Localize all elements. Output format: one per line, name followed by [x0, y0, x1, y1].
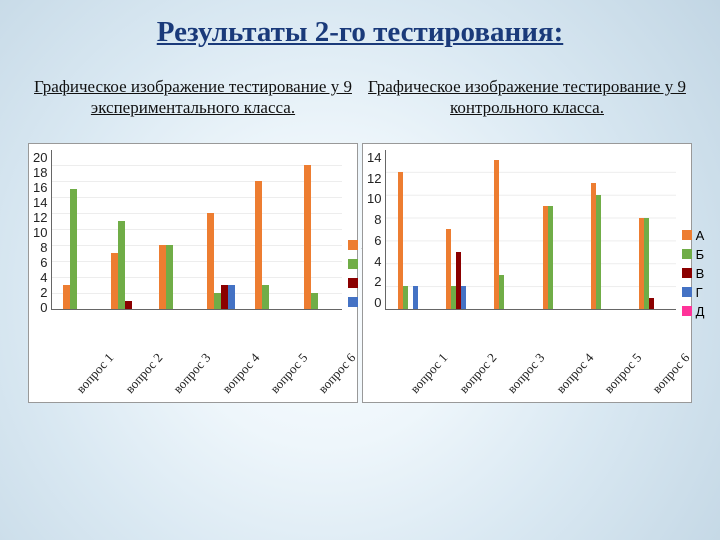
ytick: 0	[40, 300, 47, 315]
bar-group	[437, 229, 481, 309]
ytick: 6	[374, 233, 381, 248]
ytick: 6	[40, 255, 47, 270]
bar-group	[581, 183, 625, 309]
chart-left-xlabels: вопрос 1вопрос 2вопрос 3вопрос 4вопрос 5…	[51, 310, 341, 386]
legend-item: В	[682, 266, 705, 281]
ytick: 12	[367, 171, 381, 186]
ytick: 16	[33, 180, 47, 195]
legend-item: Д	[682, 304, 705, 319]
bar	[63, 285, 70, 309]
bar-group	[485, 160, 529, 309]
bar-group	[629, 218, 673, 309]
bar	[413, 286, 418, 309]
ytick: 4	[374, 254, 381, 269]
legend-swatch	[348, 297, 358, 307]
ytick: 8	[374, 212, 381, 227]
bar	[166, 245, 173, 309]
bar	[262, 285, 269, 309]
chart-right-frame: 14 12 10 8 6 4 2 0 вопрос 1вопрос 2вопрос 3вопр…	[362, 143, 692, 403]
legend-swatch	[348, 278, 358, 288]
legend-item: Г	[682, 285, 705, 300]
chart-left-yaxis: 20181614121086420	[33, 150, 51, 310]
bar	[255, 181, 262, 309]
bar	[499, 275, 504, 309]
bar-group	[247, 181, 291, 309]
page-title: Результаты 2-го тестирования:	[0, 0, 720, 49]
ytick: 20	[33, 150, 47, 165]
ytick: 14	[367, 150, 381, 165]
charts-row: Графическое изображение тестирование у 9…	[0, 61, 720, 403]
bar-group	[54, 189, 98, 309]
bar	[649, 298, 654, 309]
legend-label: Г	[696, 285, 703, 300]
bar-group	[151, 245, 195, 309]
legend-swatch	[682, 230, 692, 240]
legend-swatch	[348, 259, 358, 269]
bar	[461, 286, 466, 309]
bar	[228, 285, 235, 309]
legend-swatch	[682, 287, 692, 297]
chart-right-yaxis: 14 12 10 8 6 4 2 0	[367, 150, 385, 310]
bar-group	[199, 213, 243, 309]
chart-left-subtitle: Графическое изображение тестирование у 9…	[28, 61, 358, 133]
chart-right-plot	[385, 150, 675, 310]
chart-left-plot	[51, 150, 341, 310]
legend-label: А	[696, 228, 705, 243]
bar-group	[295, 165, 339, 309]
ytick: 10	[33, 225, 47, 240]
legend-label: Б	[696, 247, 705, 262]
bar	[304, 165, 311, 309]
legend-swatch	[348, 240, 358, 250]
ytick: 14	[33, 195, 47, 210]
legend-item: А	[682, 228, 705, 243]
chart-right-xlabels: вопрос 1вопрос 2вопрос 3вопрос 4вопрос 5…	[385, 310, 675, 386]
bar	[118, 221, 125, 309]
bar	[214, 293, 221, 309]
legend-swatch	[682, 268, 692, 278]
chart-left-frame: 20181614121086420 вопрос 1вопрос 2вопрос…	[28, 143, 358, 403]
ytick: 12	[33, 210, 47, 225]
ytick: 4	[40, 270, 47, 285]
ytick: 8	[40, 240, 47, 255]
bar	[644, 218, 649, 309]
bar-group	[533, 206, 577, 309]
ytick: 0	[374, 295, 381, 310]
bar	[207, 213, 214, 309]
ytick: 18	[33, 165, 47, 180]
legend-label: Д	[696, 304, 705, 319]
bar	[125, 301, 132, 309]
bar	[596, 195, 601, 309]
legend-swatch	[682, 249, 692, 259]
bar	[403, 286, 408, 309]
legend-label: В	[696, 266, 705, 281]
chart-right-subtitle: Графическое изображение тестирование у 9…	[362, 61, 692, 133]
chart-right: Графическое изображение тестирование у 9…	[362, 61, 692, 403]
bar	[111, 253, 118, 309]
bar	[311, 293, 318, 309]
bar-group	[388, 172, 432, 309]
bar	[548, 206, 553, 309]
bar	[221, 285, 228, 309]
legend-swatch	[682, 306, 692, 316]
ytick: 2	[374, 274, 381, 289]
bar	[159, 245, 166, 309]
ytick: 10	[367, 191, 381, 206]
ytick: 2	[40, 285, 47, 300]
legend-item: Б	[682, 247, 705, 262]
bar-group	[103, 221, 147, 309]
chart-left: Графическое изображение тестирование у 9…	[28, 61, 358, 403]
bar	[70, 189, 77, 309]
